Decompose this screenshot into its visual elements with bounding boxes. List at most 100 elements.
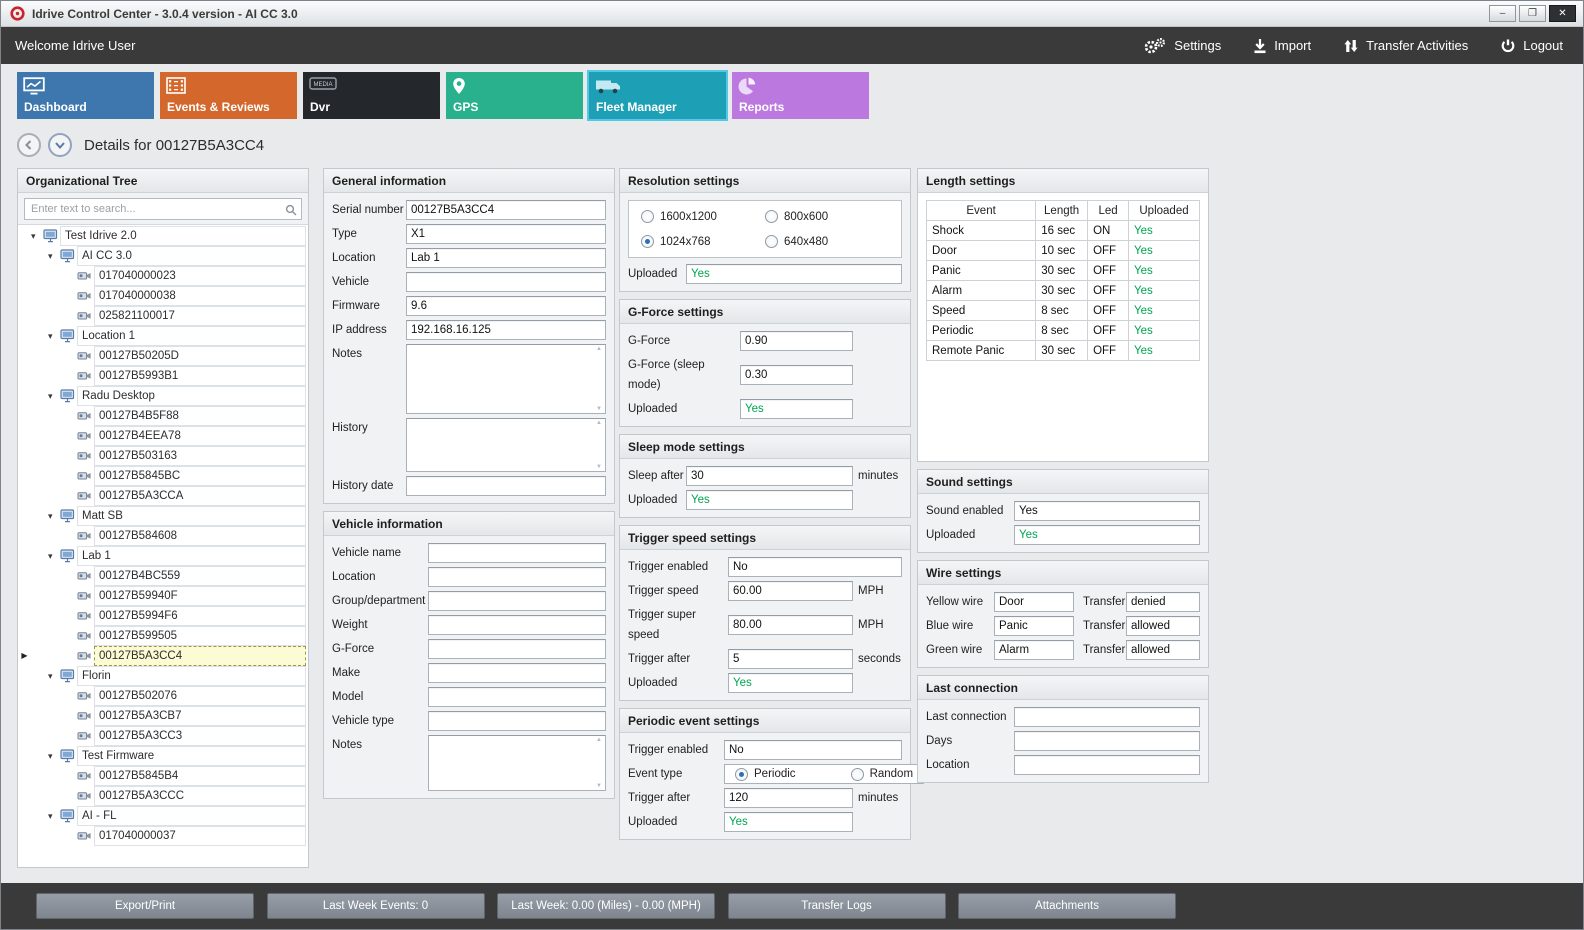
last-connection-input[interactable] (1014, 707, 1200, 727)
uploaded-value[interactable]: Yes (728, 673, 853, 693)
radio-event-type-random[interactable]: Random (850, 767, 913, 781)
tab-dvr[interactable]: MEDIA Dvr (303, 72, 440, 119)
length-table-row[interactable]: Alarm 30 sec OFF Yes (925, 280, 1200, 301)
green-wire-transfer-input[interactable]: allowed (1126, 640, 1200, 660)
tree-device-row[interactable]: 00127B4BC559 (18, 565, 308, 586)
length-table-row[interactable]: Remote Panic 30 sec OFF Yes (925, 340, 1200, 361)
scroll-down-button[interactable] (48, 133, 72, 157)
tree-group-row[interactable]: ▾ Matt SB (18, 505, 308, 526)
length-table-row[interactable]: Periodic 8 sec OFF Yes (925, 320, 1200, 341)
tree-search-input[interactable] (24, 198, 302, 220)
group-department-input[interactable] (428, 591, 606, 611)
type-input[interactable]: X1 (406, 224, 606, 244)
tree-device-row[interactable]: 00127B59940F (18, 585, 308, 606)
yellow-wire-input[interactable]: Door (994, 592, 1074, 612)
blue-wire-input[interactable]: Panic (994, 616, 1074, 636)
location-input[interactable] (428, 567, 606, 587)
tree-group-row[interactable]: ▾ AI CC 3.0 (18, 245, 308, 266)
trigger-after-input[interactable]: 5 (728, 649, 853, 669)
vehicle-input[interactable] (406, 272, 606, 292)
tree-device-row[interactable]: 00127B5845B4 (18, 765, 308, 786)
trigger-after-input[interactable]: 120 (724, 788, 853, 808)
transfer-logs-button[interactable]: Transfer Logs (727, 893, 946, 919)
last-week-miles-button[interactable]: Last Week: 0.00 (Miles) - 0.00 (MPH) (497, 893, 715, 919)
tree-device-row[interactable]: 017040000023 (18, 265, 308, 286)
make-input[interactable] (428, 663, 606, 683)
radio-resolution-1024x768[interactable]: 1024x768 (641, 235, 765, 248)
radio-event-type-periodic[interactable]: Periodic (735, 767, 796, 781)
tree-device-row[interactable]: 017040000037 (18, 825, 308, 846)
tab-reports[interactable]: Reports (732, 72, 869, 119)
tree-device-row[interactable]: 00127B503163 (18, 445, 308, 466)
tab-events-reviews[interactable]: Events & Reviews (160, 72, 297, 119)
location-input[interactable] (1014, 755, 1200, 775)
tab-gps[interactable]: GPS (446, 72, 583, 119)
expander-icon[interactable]: ▾ (48, 551, 53, 561)
model-input[interactable] (428, 687, 606, 707)
expander-icon[interactable]: ▾ (48, 331, 53, 341)
column-header-event[interactable]: Event (925, 200, 1037, 221)
ip-address-input[interactable]: 192.168.16.125 (406, 320, 606, 340)
blue-wire-transfer-input[interactable]: allowed (1126, 616, 1200, 636)
notes-textarea[interactable]: ▲ ▼ (406, 344, 606, 414)
tree-device-row[interactable]: 00127B599505 (18, 625, 308, 646)
tree-group-row[interactable]: ▾ Test Firmware (18, 745, 308, 766)
radio-resolution-640x480[interactable]: 640x480 (765, 235, 889, 248)
minimize-button[interactable]: – (1489, 5, 1516, 22)
column-header-led[interactable]: Led (1087, 200, 1129, 221)
tree-device-row[interactable]: 017040000038 (18, 285, 308, 306)
tree-device-row[interactable]: ▶ 00127B5A3CC4 (18, 645, 308, 666)
expander-icon[interactable]: ▾ (48, 811, 53, 821)
scrollbar[interactable]: ▲ ▼ (596, 737, 602, 789)
expander-icon[interactable]: ▾ (31, 231, 36, 241)
trigger-enabled-input[interactable]: No (724, 740, 902, 760)
firmware-input[interactable]: 9.6 (406, 296, 606, 316)
g-force-input[interactable]: 0.90 (740, 331, 853, 351)
tree-device-row[interactable]: 00127B5993B1 (18, 365, 308, 386)
tree-device-row[interactable]: 00127B502076 (18, 685, 308, 706)
uploaded-value[interactable]: Yes (740, 399, 853, 419)
last-week-events-button[interactable]: Last Week Events: 0 (266, 893, 485, 919)
serial-number-input[interactable]: 00127B5A3CC4 (406, 200, 606, 220)
trigger-speed-input[interactable]: 60.00 (728, 581, 853, 601)
radio-resolution-800x600[interactable]: 800x600 (765, 210, 889, 223)
export-print-button[interactable]: Export/Print (36, 893, 254, 919)
expander-icon[interactable]: ▾ (48, 511, 53, 521)
tree-group-row[interactable]: ▾ AI - FL (18, 805, 308, 826)
vehicle-name-input[interactable] (428, 543, 606, 563)
tree-device-row[interactable]: 00127B5845BC (18, 465, 308, 486)
attachments-button[interactable]: Attachments (958, 893, 1176, 919)
uploaded-value[interactable]: Yes (686, 490, 853, 510)
uploaded-value[interactable]: Yes (686, 264, 902, 284)
settings-button[interactable]: Settings (1141, 37, 1221, 55)
uploaded-value[interactable]: Yes (1014, 525, 1200, 545)
history-textarea[interactable]: ▲ ▼ (406, 418, 606, 472)
radio-resolution-1600x1200[interactable]: 1600x1200 (641, 210, 765, 223)
length-table-row[interactable]: Speed 8 sec OFF Yes (925, 300, 1200, 321)
tree-device-row[interactable]: 00127B5A3CC3 (18, 725, 308, 746)
trigger-enabled-input[interactable]: No (728, 557, 902, 577)
expander-icon[interactable]: ▾ (48, 671, 53, 681)
vehicle-type-input[interactable] (428, 711, 606, 731)
tab-fleet-manager[interactable]: Fleet Manager (589, 72, 726, 119)
tree-device-row[interactable]: 00127B5A3CCA (18, 485, 308, 506)
scrollbar[interactable]: ▲ ▼ (596, 420, 602, 470)
tree-device-row[interactable]: 00127B4EEA78 (18, 425, 308, 446)
trigger-super-speed-input[interactable]: 80.00 (728, 615, 853, 635)
tree-device-row[interactable]: 025821100017 (18, 305, 308, 326)
expander-icon[interactable]: ▾ (48, 751, 53, 761)
column-header-uploaded[interactable]: Uploaded (1128, 200, 1200, 221)
tree-device-row[interactable]: 00127B50205D (18, 345, 308, 366)
tree-device-row[interactable]: 00127B5994F6 (18, 605, 308, 626)
length-table-row[interactable]: Shock 16 sec ON Yes (925, 220, 1200, 241)
yellow-wire-transfer-input[interactable]: denied (1126, 592, 1200, 612)
maximize-button[interactable]: ❐ (1519, 5, 1546, 22)
sleep-after-input[interactable]: 30 (686, 466, 853, 486)
back-button[interactable] (17, 133, 41, 157)
expander-icon[interactable]: ▾ (48, 251, 53, 261)
g-force-input[interactable] (428, 639, 606, 659)
logout-button[interactable]: Logout (1500, 38, 1563, 54)
history-date-input[interactable] (406, 476, 606, 496)
tree-device-row[interactable]: 00127B5A3CCC (18, 785, 308, 806)
tree-group-row[interactable]: ▾ Florin (18, 665, 308, 686)
